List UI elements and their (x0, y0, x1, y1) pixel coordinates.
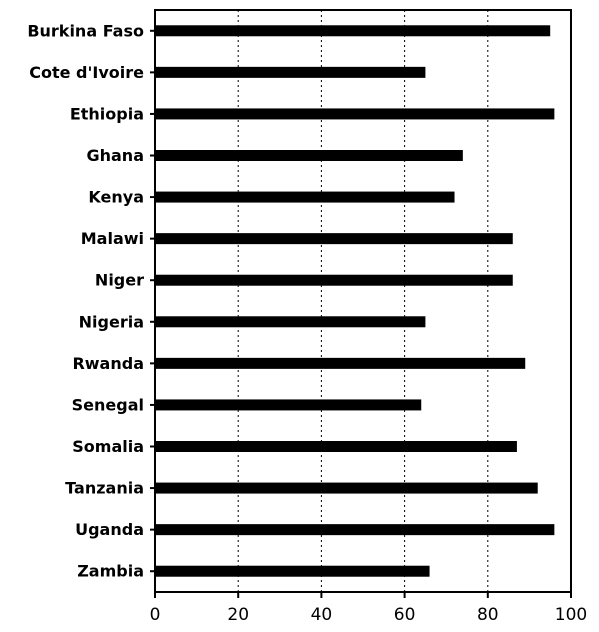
bar-niger (155, 274, 513, 286)
bar-nigeria (155, 316, 426, 328)
bar-rwanda (155, 357, 526, 369)
category-label-rwanda: Rwanda (72, 354, 144, 373)
category-label-nigeria: Nigeria (79, 312, 144, 331)
category-label-ghana: Ghana (86, 146, 144, 165)
category-label-tanzania: Tanzania (65, 479, 144, 498)
category-label-cote-d-ivoire: Cote d'Ivoire (29, 63, 144, 82)
category-label-kenya: Kenya (88, 188, 144, 207)
category-label-malawi: Malawi (81, 229, 144, 248)
bar-cote-d-ivoire (155, 66, 426, 78)
category-label-somalia: Somalia (72, 437, 144, 456)
category-label-senegal: Senegal (72, 395, 144, 414)
x-tick-label-20: 20 (227, 605, 249, 625)
gridlines (237, 10, 489, 592)
category-label-zambia: Zambia (77, 562, 144, 581)
category-labels: Burkina Faso Cote d'Ivoire Ethiopia Ghana Ke… (27, 21, 155, 581)
bar-senegal (155, 399, 422, 411)
bar-malawi (155, 233, 513, 245)
x-tick-label-0: 0 (150, 605, 161, 625)
bar-burkina-faso (155, 25, 551, 37)
x-tick-label-80: 80 (477, 605, 499, 625)
bars (155, 25, 555, 577)
category-label-burkina-faso: Burkina Faso (27, 21, 144, 40)
bar-ghana (155, 150, 463, 161)
bar-uganda (155, 524, 555, 536)
bar-tanzania (155, 482, 538, 494)
category-label-uganda: Uganda (75, 520, 144, 539)
category-label-niger: Niger (95, 271, 144, 290)
x-tick-label-100: 100 (555, 605, 587, 625)
x-axis-ticks: 0 20 40 60 80 100 (150, 592, 587, 625)
bar-zambia (155, 565, 430, 577)
bar-somalia (155, 441, 517, 452)
x-tick-label-60: 60 (394, 605, 416, 625)
plot-frame (154, 9, 572, 593)
category-label-ethiopia: Ethiopia (70, 104, 144, 123)
bar-kenya (155, 191, 455, 203)
bar-ethiopia (155, 108, 555, 120)
x-tick-label-40: 40 (311, 605, 333, 625)
